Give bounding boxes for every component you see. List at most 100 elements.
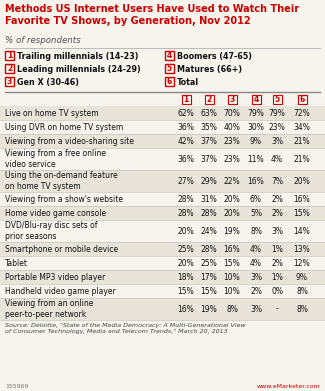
Text: 23%: 23%	[224, 136, 240, 145]
Text: 16%: 16%	[248, 176, 264, 185]
Text: 22%: 22%	[224, 176, 240, 185]
Text: 8%: 8%	[226, 305, 238, 314]
Text: 10%: 10%	[224, 273, 240, 282]
Bar	[228, 95, 237, 104]
Bar	[0, 270, 325, 284]
Text: 27%: 27%	[178, 176, 194, 185]
Text: 2%: 2%	[250, 287, 262, 296]
Text: 11%: 11%	[248, 154, 264, 163]
Text: 40%: 40%	[224, 122, 240, 131]
Text: 7%: 7%	[271, 176, 283, 185]
Text: Using the on-demand feature
on home TV system: Using the on-demand feature on home TV s…	[5, 171, 118, 191]
Bar	[252, 95, 261, 104]
Text: 1: 1	[7, 51, 12, 60]
Bar	[0, 120, 325, 134]
Text: 2%: 2%	[271, 194, 283, 203]
Bar	[0, 298, 325, 320]
Text: www.eMarketer.com: www.eMarketer.com	[256, 384, 320, 389]
Text: 17%: 17%	[201, 273, 217, 282]
Text: 35%: 35%	[201, 122, 217, 131]
Bar	[182, 95, 191, 104]
Text: 6: 6	[167, 77, 172, 86]
Bar	[0, 242, 325, 256]
Bar	[0, 106, 325, 120]
Bar	[0, 206, 325, 220]
Text: 30%: 30%	[248, 122, 265, 131]
Text: 5: 5	[274, 95, 280, 104]
Text: 8%: 8%	[296, 287, 308, 296]
Text: 4: 4	[254, 95, 259, 104]
Text: 23%: 23%	[224, 154, 240, 163]
Text: Using DVR on home TV system: Using DVR on home TV system	[5, 122, 123, 131]
Text: 31%: 31%	[201, 194, 217, 203]
Text: 79%: 79%	[268, 108, 285, 118]
Text: Methods US Internet Users Have Used to Watch Their
Favorite TV Shows, by Generat: Methods US Internet Users Have Used to W…	[5, 4, 299, 26]
Text: 42%: 42%	[178, 136, 194, 145]
Text: Tablet: Tablet	[5, 258, 28, 267]
Text: 3: 3	[229, 95, 235, 104]
Text: 155969: 155969	[5, 384, 29, 389]
Text: 4: 4	[167, 51, 172, 60]
Text: 20%: 20%	[178, 226, 194, 235]
Text: Trailing millennials (14-23): Trailing millennials (14-23)	[17, 52, 138, 61]
Bar	[0, 170, 325, 192]
Text: 9%: 9%	[296, 273, 308, 282]
Text: 28%: 28%	[178, 194, 194, 203]
Bar	[205, 95, 214, 104]
Text: 1%: 1%	[271, 244, 283, 253]
Text: 36%: 36%	[177, 122, 194, 131]
Text: DVD/Blu-ray disc sets of
prior seasons: DVD/Blu-ray disc sets of prior seasons	[5, 221, 97, 241]
Text: 4%: 4%	[250, 244, 262, 253]
Text: Leading millennials (24-29): Leading millennials (24-29)	[17, 65, 141, 74]
Text: 28%: 28%	[178, 208, 194, 217]
Text: Portable MP3 video player: Portable MP3 video player	[5, 273, 105, 282]
Text: 28%: 28%	[201, 208, 217, 217]
Text: 2%: 2%	[271, 258, 283, 267]
Text: 20%: 20%	[178, 258, 194, 267]
Text: 15%: 15%	[178, 287, 194, 296]
Text: 1: 1	[183, 95, 188, 104]
Text: 6: 6	[299, 95, 305, 104]
Bar	[0, 192, 325, 206]
Text: 20%: 20%	[224, 208, 240, 217]
Text: 36%: 36%	[177, 154, 194, 163]
Text: Source: Deloitte, "State of the Media Democracy: A Multi-Generational View
of Co: Source: Deloitte, "State of the Media De…	[5, 323, 246, 334]
Text: 13%: 13%	[293, 244, 310, 253]
Bar	[165, 51, 174, 60]
Text: Home video game console: Home video game console	[5, 208, 106, 217]
Text: 16%: 16%	[293, 194, 310, 203]
Text: 3%: 3%	[250, 273, 262, 282]
Text: 20%: 20%	[224, 194, 240, 203]
Text: 37%: 37%	[201, 154, 217, 163]
Bar	[0, 256, 325, 270]
Text: Gen X (30-46): Gen X (30-46)	[17, 78, 79, 87]
Text: 25%: 25%	[178, 244, 194, 253]
Text: 1%: 1%	[271, 273, 283, 282]
Bar	[5, 51, 14, 60]
Text: 8%: 8%	[296, 305, 308, 314]
Text: 18%: 18%	[178, 273, 194, 282]
Text: 14%: 14%	[293, 226, 310, 235]
Bar	[273, 95, 282, 104]
Text: 29%: 29%	[201, 176, 217, 185]
Text: 21%: 21%	[294, 136, 310, 145]
Text: 19%: 19%	[224, 226, 240, 235]
Text: Boomers (47-65): Boomers (47-65)	[177, 52, 252, 61]
Text: Handheld video game player: Handheld video game player	[5, 287, 116, 296]
Text: 6%: 6%	[250, 194, 262, 203]
Text: 3%: 3%	[271, 226, 283, 235]
Text: 15%: 15%	[201, 287, 217, 296]
Text: 12%: 12%	[294, 258, 310, 267]
Text: 2: 2	[206, 95, 212, 104]
Text: 2%: 2%	[271, 208, 283, 217]
Text: 2: 2	[7, 64, 12, 73]
Text: 37%: 37%	[201, 136, 217, 145]
Bar	[165, 77, 174, 86]
Text: 62%: 62%	[178, 108, 194, 118]
Text: 4%: 4%	[271, 154, 283, 163]
Bar	[0, 284, 325, 298]
Text: 15%: 15%	[293, 208, 310, 217]
Text: Smartphone or mobile device: Smartphone or mobile device	[5, 244, 118, 253]
Text: 19%: 19%	[201, 305, 217, 314]
Text: 0%: 0%	[271, 287, 283, 296]
